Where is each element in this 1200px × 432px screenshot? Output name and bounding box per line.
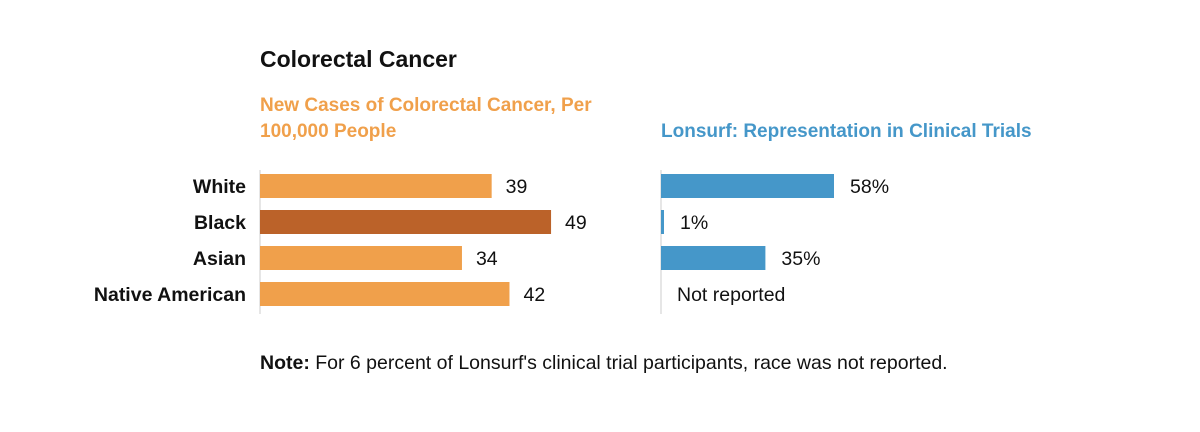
left-panel-subtitle: New Cases of Colorectal Cancer, Per 100,… — [260, 95, 592, 142]
category-label-native-american: Native American — [94, 284, 246, 306]
right-value-label-asian: 35% — [781, 248, 820, 270]
left-value-label-black: 49 — [565, 212, 587, 234]
right-bar-black — [661, 210, 664, 234]
left-value-label-white: 39 — [506, 176, 528, 198]
footnote: Note: For 6 percent of Lonsurf's clinica… — [260, 352, 948, 375]
right-value-label-native-american: Not reported — [677, 284, 785, 306]
category-label-black: Black — [194, 212, 246, 234]
chart-title: Colorectal Cancer — [260, 46, 457, 72]
right-value-label-black: 1% — [680, 212, 708, 234]
left-bar-asian — [260, 246, 462, 270]
note-text: For 6 percent of Lonsurf's clinical tria… — [309, 352, 948, 374]
category-label-asian: Asian — [193, 248, 246, 270]
category-labels: White Black Asian Native American — [94, 176, 246, 306]
right-panel-subtitle: Lonsurf: Representation in Clinical Tria… — [661, 121, 1032, 142]
right-panel-trial-representation: 58% 1% 35% Not reported — [660, 170, 889, 314]
note-label: Note: — [260, 352, 310, 374]
right-bar-white — [661, 174, 834, 198]
left-value-label-native-american: 42 — [523, 284, 545, 306]
left-bar-white — [260, 174, 492, 198]
left-bar-black — [260, 210, 552, 234]
left-panel-new-cases: 39 49 34 42 — [259, 170, 587, 314]
right-bar-asian — [661, 246, 766, 270]
right-value-label-white: 58% — [850, 176, 889, 198]
left-bar-native-american — [260, 282, 510, 306]
category-label-white: White — [193, 176, 246, 198]
left-value-label-asian: 34 — [476, 248, 498, 270]
